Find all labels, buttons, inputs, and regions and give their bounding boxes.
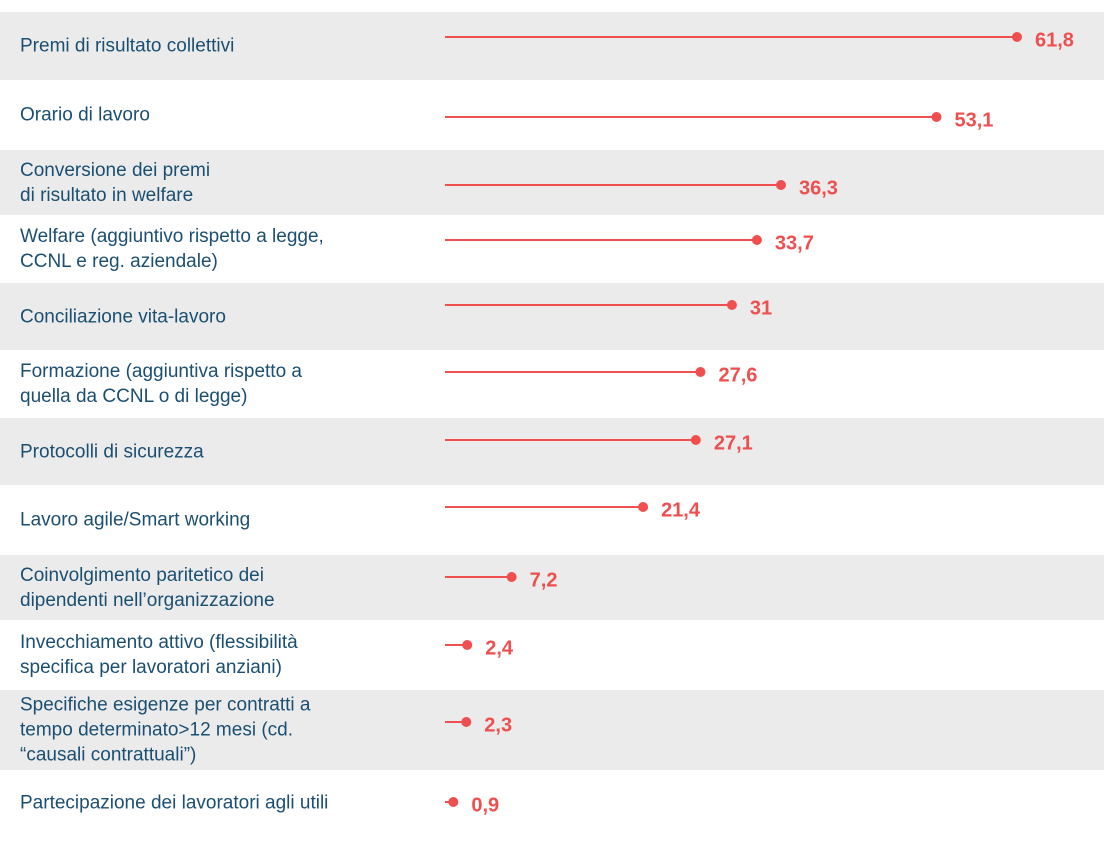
value-label: 31	[749, 297, 773, 320]
dot	[462, 640, 473, 650]
value-label: 27,6	[718, 364, 758, 387]
dot	[638, 502, 649, 512]
category-label: Protocolli di sicurezza	[20, 441, 204, 462]
dot	[448, 797, 459, 807]
row-background	[0, 690, 1104, 770]
value-label: 53,1	[954, 109, 994, 132]
category-label: Invecchiamento attivo (flessibilità spec…	[20, 632, 298, 678]
value-label: 2,3	[484, 714, 513, 737]
dot	[506, 572, 517, 582]
category-label: Lavoro agile/Smart working	[20, 509, 251, 531]
category-label: Premi di risultato collettivi	[20, 35, 235, 57]
category-label: Conversione dei premi di risultato in we…	[20, 159, 211, 206]
row-background	[0, 150, 1104, 215]
dot	[775, 180, 786, 190]
dot	[690, 435, 701, 445]
category-label: Formazione (aggiuntiva rispetto a quella…	[20, 361, 302, 407]
value-label: 61,8	[1035, 29, 1074, 52]
dot	[726, 300, 737, 310]
category-label: Orario di lavoro	[20, 104, 150, 126]
value-label: 2,4	[485, 637, 514, 660]
row-background	[0, 12, 1104, 80]
category-label: Welfare (aggiuntivo rispetto a legge, CC…	[20, 226, 324, 272]
row-background	[0, 418, 1104, 485]
dot	[1012, 32, 1022, 42]
dot	[931, 112, 942, 122]
value-label: 0,9	[471, 794, 500, 817]
value-label: 27,1	[713, 432, 753, 455]
row-background	[0, 283, 1104, 350]
category-label: Specifiche esigenze per contratti a temp…	[20, 694, 311, 766]
dot	[461, 717, 472, 727]
row-background	[0, 555, 1104, 620]
value-label: 7,2	[529, 569, 558, 592]
dot	[751, 235, 762, 245]
category-label: Partecipazione dei lavoratori agli utili	[20, 792, 329, 813]
value-label: 21,4	[661, 499, 700, 522]
dot	[695, 367, 706, 377]
value-label: 33,7	[774, 232, 814, 255]
category-label: Conciliazione vita-lavoro	[20, 306, 226, 327]
category-label: Coinvolgimento paritetico dei dipendenti…	[20, 564, 275, 611]
value-label: 36,3	[798, 177, 838, 200]
